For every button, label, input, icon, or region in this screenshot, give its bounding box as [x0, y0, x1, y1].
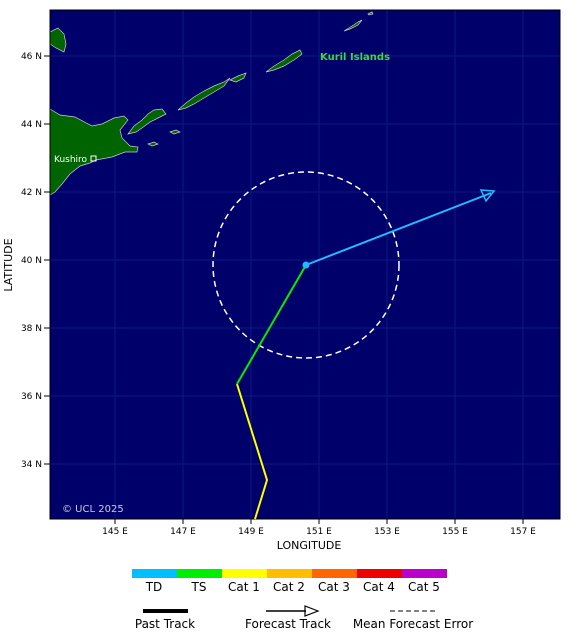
legend-swatch-cat5	[402, 569, 447, 578]
lat-tick-label: 42 N	[21, 188, 42, 198]
legend-label-cat1: Cat 1	[228, 580, 260, 594]
lat-tick-label: 44 N	[21, 120, 42, 130]
lon-tick-label: 145 E	[102, 527, 128, 537]
iturup	[177, 77, 231, 111]
urup	[229, 72, 247, 83]
forecast-error-cone	[212, 171, 400, 359]
forecast-track-legend-arrow-icon	[304, 605, 320, 617]
forecast-track-line	[305, 192, 492, 266]
island-north-west	[49, 27, 67, 53]
lon-axis: 145 E 147 E 149 E 151 E 153 E 155 E 157 …	[102, 519, 536, 537]
landmass	[49, 11, 374, 196]
legend-swatch-cat4	[357, 569, 402, 578]
legend-label-cat2: Cat 2	[273, 580, 305, 594]
legend-label-td: TD	[145, 580, 163, 594]
copyright-text: © UCL 2025	[62, 504, 124, 515]
kushiro-label: Kushiro	[54, 155, 88, 165]
forecast-track-legend-label: Forecast Track	[245, 617, 331, 631]
current-position-marker	[302, 261, 310, 269]
hokkaido-coast	[49, 108, 139, 196]
kushiro-marker-icon	[90, 155, 97, 162]
legend-swatch-cat3	[312, 569, 357, 578]
small-island-a	[147, 141, 159, 147]
mean-error-legend-label: Mean Forecast Error	[353, 617, 473, 631]
lat-tick-label: 46 N	[21, 52, 42, 62]
track-legend: Past Track Forecast Track Mean Forecast …	[135, 605, 473, 631]
legend-label-cat5: Cat 5	[408, 580, 440, 594]
category-legend: TD TS Cat 1 Cat 2 Cat 3 Cat 4 Cat 5	[132, 569, 447, 594]
forecast-arrowhead-icon	[479, 189, 496, 203]
legend-swatch-cat1	[222, 569, 267, 578]
past-track-cat1	[236, 383, 269, 520]
lon-tick-label: 153 E	[374, 527, 400, 537]
x-axis-label: LONGITUDE	[277, 539, 342, 552]
y-axis-label: LATITUDE	[2, 238, 15, 291]
simushir	[265, 49, 303, 73]
past-track-legend-label: Past Track	[135, 617, 195, 631]
lon-tick-label: 155 E	[442, 527, 468, 537]
kunashir	[127, 108, 167, 135]
lat-tick-label: 38 N	[21, 324, 42, 334]
past-track-ts	[236, 264, 307, 385]
lon-tick-label: 147 E	[170, 527, 196, 537]
legend-swatch-ts	[177, 569, 222, 578]
lat-tick-label: 40 N	[21, 256, 42, 266]
lat-axis: 46 N 44 N 42 N 40 N 38 N 36 N 34 N	[21, 52, 50, 470]
legend-label-ts: TS	[191, 580, 207, 594]
grid	[50, 10, 560, 519]
northern-kurils	[343, 19, 363, 32]
map-frame	[49, 9, 561, 520]
legend-swatch-cat2	[267, 569, 312, 578]
lat-tick-label: 34 N	[21, 460, 42, 470]
lon-tick-label: 149 E	[238, 527, 264, 537]
far-north-islet	[367, 11, 374, 16]
kushiro-city: Kushiro	[54, 155, 97, 165]
legend-label-cat4: Cat 4	[363, 580, 395, 594]
legend-swatch-td	[132, 569, 177, 578]
lat-tick-label: 36 N	[21, 392, 42, 402]
shikotan	[169, 129, 181, 135]
legend-label-cat3: Cat 3	[318, 580, 350, 594]
kuril-islands-label: Kuril Islands	[320, 52, 390, 63]
lon-tick-label: 157 E	[510, 527, 536, 537]
lon-tick-label: 151 E	[306, 527, 332, 537]
